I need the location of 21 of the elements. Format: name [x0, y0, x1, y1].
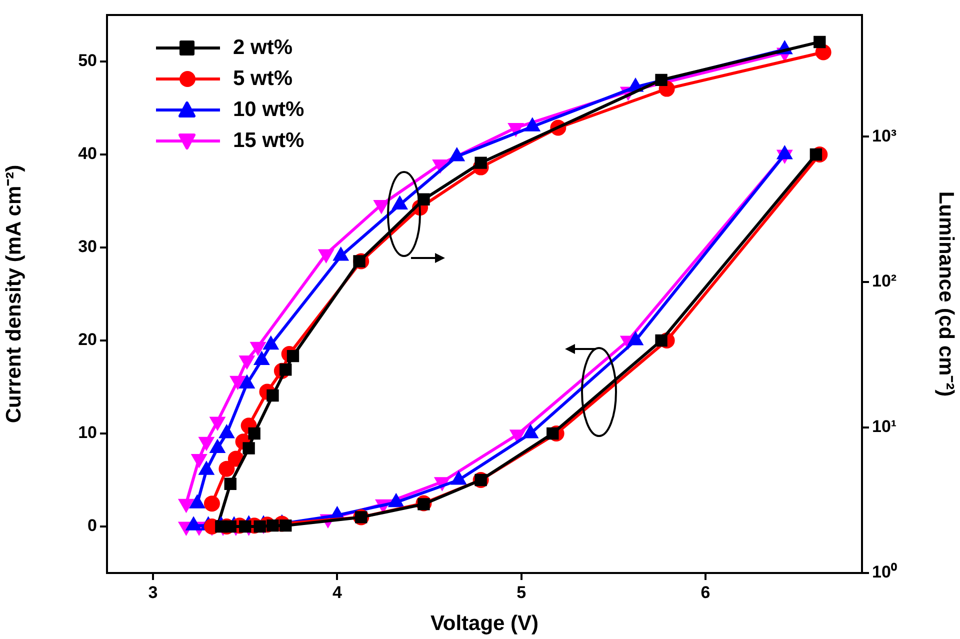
- legend-label: 5 wt%: [233, 66, 293, 92]
- x-tick-label: 4: [332, 582, 342, 602]
- x-axis-title: Voltage (V): [430, 612, 539, 636]
- y-axis-title: Current density (mA cm⁻²): [2, 164, 26, 424]
- legend-label: 15 wt%: [233, 128, 304, 154]
- y-tick-label: 10: [78, 423, 97, 442]
- x-tick-label: 6: [700, 582, 710, 602]
- y-tick-label: 50: [78, 51, 97, 70]
- y-tick-label: 20: [78, 330, 97, 350]
- x-tick-label: 5: [516, 582, 526, 602]
- y2-axis-title: Luminance (cd cm⁻²): [934, 191, 958, 397]
- y2-tick-label: 10⁰: [872, 562, 897, 582]
- y-tick-label: 30: [78, 237, 97, 256]
- legend-label: 10 wt%: [233, 97, 304, 123]
- y-tick-label: 0: [88, 516, 97, 536]
- x-tick-label: 3: [148, 582, 158, 602]
- y2-tick-label: 10²: [872, 272, 897, 291]
- y-tick-label: 40: [78, 144, 97, 164]
- y2-tick-label: 10¹: [872, 417, 897, 436]
- legend-label: 2 wt%: [233, 35, 293, 61]
- y2-tick-label: 10³: [872, 126, 897, 146]
